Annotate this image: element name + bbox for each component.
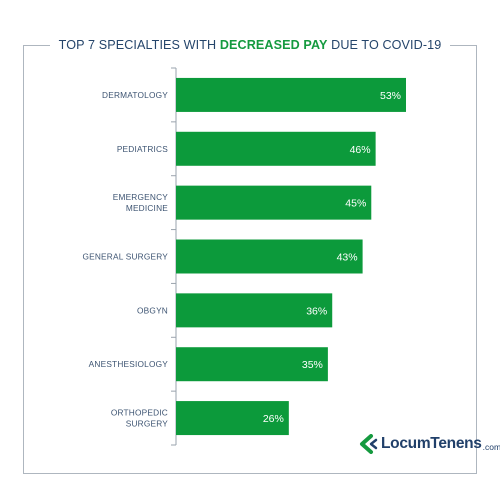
logo-name: LocumTenens	[381, 435, 482, 452]
category-label: DERMATOLOGY	[102, 90, 168, 100]
category-label: OBGYN	[137, 305, 168, 315]
category-label: SURGERY	[126, 419, 169, 429]
bar	[176, 77, 406, 112]
logo-chevron-icon	[360, 434, 378, 454]
value-label: 36%	[306, 305, 327, 317]
locumtenens-logo: LocumTenens .com	[358, 432, 500, 456]
bar	[176, 185, 372, 220]
bar	[176, 131, 376, 166]
value-label: 45%	[345, 198, 366, 210]
category-label: GENERAL SURGERY	[82, 252, 168, 262]
title-rule-right	[450, 44, 477, 46]
value-label: 26%	[263, 413, 284, 425]
title-prefix: TOP 7 SPECIALTIES WITH	[58, 38, 217, 52]
chart-frame	[23, 45, 477, 474]
category-label: PEDIATRICS	[117, 144, 168, 154]
category-label: EMERGENCY	[113, 192, 169, 202]
bar	[176, 347, 328, 382]
value-label: 35%	[302, 359, 323, 371]
title-suffix: DUE TO COVID-19	[331, 38, 442, 52]
value-label: 46%	[350, 144, 371, 156]
bar	[176, 293, 333, 328]
logo-suffix: .com	[482, 441, 500, 452]
bar	[176, 239, 363, 274]
title-rule-left	[23, 44, 50, 46]
value-label: 53%	[380, 90, 401, 102]
chart-title: TOP 7 SPECIALTIES WITH DECREASED PAY DUE…	[23, 34, 477, 56]
category-label: ANESTHESIOLOGY	[89, 359, 169, 369]
bar	[176, 401, 289, 436]
title-highlight: DECREASED PAY	[219, 38, 328, 52]
value-label: 43%	[337, 252, 358, 264]
category-label: ORTHOPEDIC	[111, 408, 168, 418]
category-label: MEDICINE	[126, 203, 168, 213]
